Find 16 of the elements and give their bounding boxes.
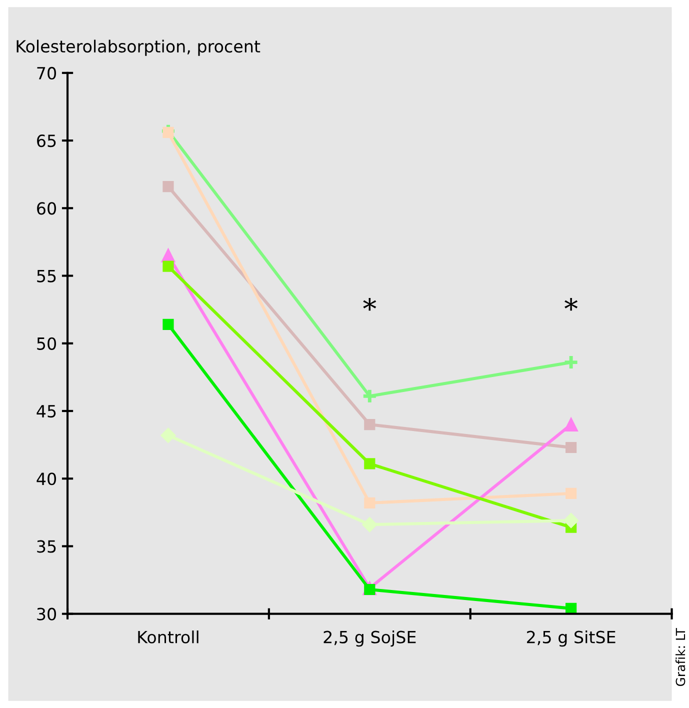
y-tick-label: 45 bbox=[36, 405, 56, 418]
x-tick-label: 2,5 g SitSE bbox=[527, 630, 616, 647]
y-tick-label: 65 bbox=[37, 134, 56, 148]
y-tick-label: 60 bbox=[37, 202, 56, 215]
y-tick-label: 35 bbox=[37, 540, 56, 553]
y-tick-label: 70 bbox=[37, 66, 56, 80]
text: Grafik: LT bbox=[676, 628, 686, 686]
y-tick-label: 40 bbox=[36, 472, 56, 486]
annotation: * bbox=[363, 298, 376, 311]
y-tick-label: 50 bbox=[37, 337, 56, 350]
y-tick-label: 30 bbox=[37, 608, 56, 620]
y-tick-label: 55 bbox=[37, 270, 56, 282]
annotation: * bbox=[564, 298, 578, 311]
y-axis-title: Kolesterolabsorption, procent bbox=[16, 40, 260, 56]
x-tick-label: 2,5 g SojSE bbox=[324, 630, 416, 647]
x-tick-label: Kontroll bbox=[138, 630, 198, 644]
